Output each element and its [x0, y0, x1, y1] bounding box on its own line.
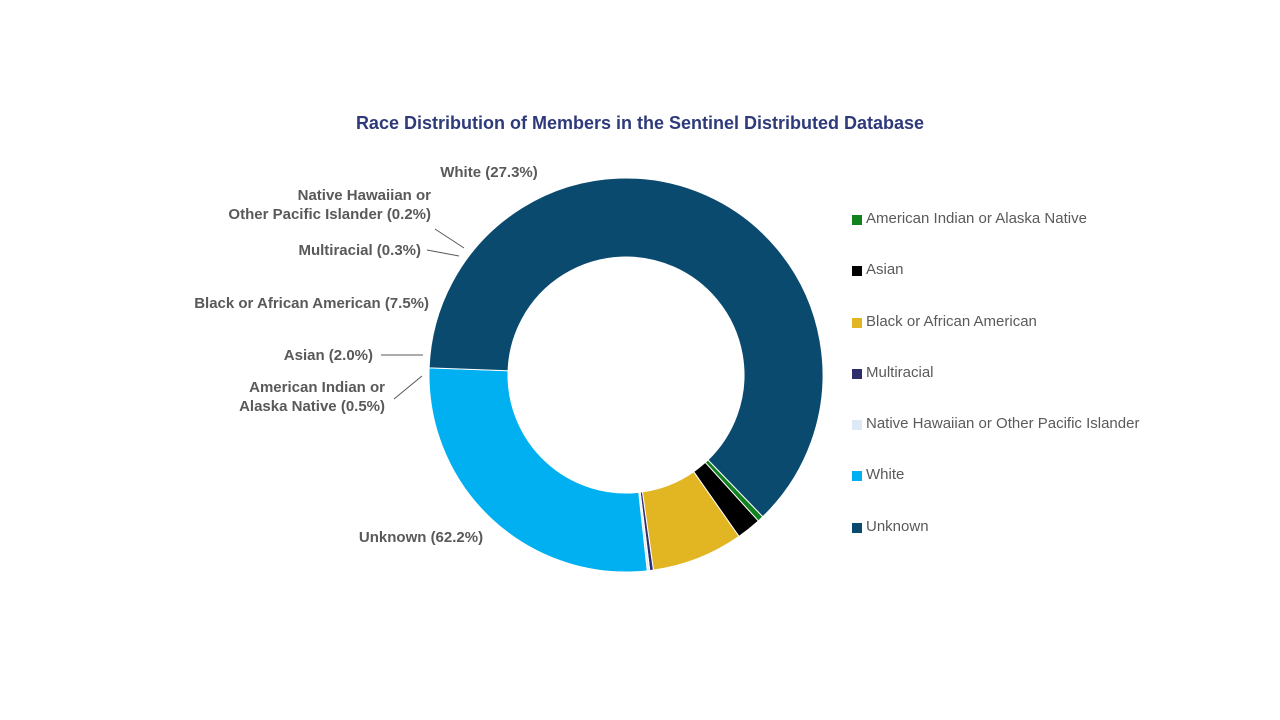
legend-label: Black or African American [866, 312, 1037, 330]
legend-item-american-indian: American Indian or Alaska Native [852, 209, 1139, 260]
legend-swatch [852, 317, 862, 328]
data-label-multiracial: Multiracial (0.3%) [298, 242, 421, 259]
legend-label: White [866, 466, 905, 484]
data-label-white: White (27.3%) [440, 164, 538, 181]
legend-item-white: White [852, 465, 1139, 516]
leader-line-american-indian [393, 375, 423, 400]
legend-item-unknown: Unknown [852, 517, 1139, 568]
data-label-american-indian: American Indian or Alaska Native (0.5%) [239, 379, 385, 415]
chart-title: Race Distribution of Members in the Sent… [355, 113, 925, 133]
legend-item-multiracial: Multiracial [852, 363, 1139, 414]
legend-swatch [852, 266, 862, 277]
legend-label: Multiracial [866, 363, 934, 381]
data-label-black: Black or African American (7.5%) [194, 295, 429, 312]
legend-label: Unknown [866, 517, 929, 535]
legend-swatch [852, 471, 862, 482]
legend-swatch [852, 522, 862, 533]
legend-label: Asian [866, 261, 904, 279]
legend-label: American Indian or Alaska Native [866, 210, 1087, 227]
legend-item-asian: Asian [852, 260, 1139, 311]
leader-line-multiracial [426, 249, 460, 257]
chart-legend: American Indian or Alaska Native Asian Bla… [852, 209, 1139, 568]
legend-swatch [852, 215, 862, 225]
slice-unknown [428, 177, 824, 518]
legend-item-native-hawaiian: Native Hawaiian or Other Pacific Islande… [852, 414, 1139, 465]
legend-swatch [852, 420, 862, 431]
data-label-unknown: Unknown (62.2%) [359, 529, 483, 546]
leader-line-native-hawaiian [434, 228, 465, 249]
data-label-native-hawaiian: Native Hawaiian or Other Pacific Islander… [228, 187, 431, 223]
slice-white [428, 367, 648, 573]
legend-swatch [852, 368, 862, 379]
data-label-asian: Asian (2.0%) [284, 347, 373, 364]
legend-item-black: Black or African American [852, 312, 1139, 363]
legend-label: Native Hawaiian or Other Pacific Islande… [866, 415, 1140, 433]
